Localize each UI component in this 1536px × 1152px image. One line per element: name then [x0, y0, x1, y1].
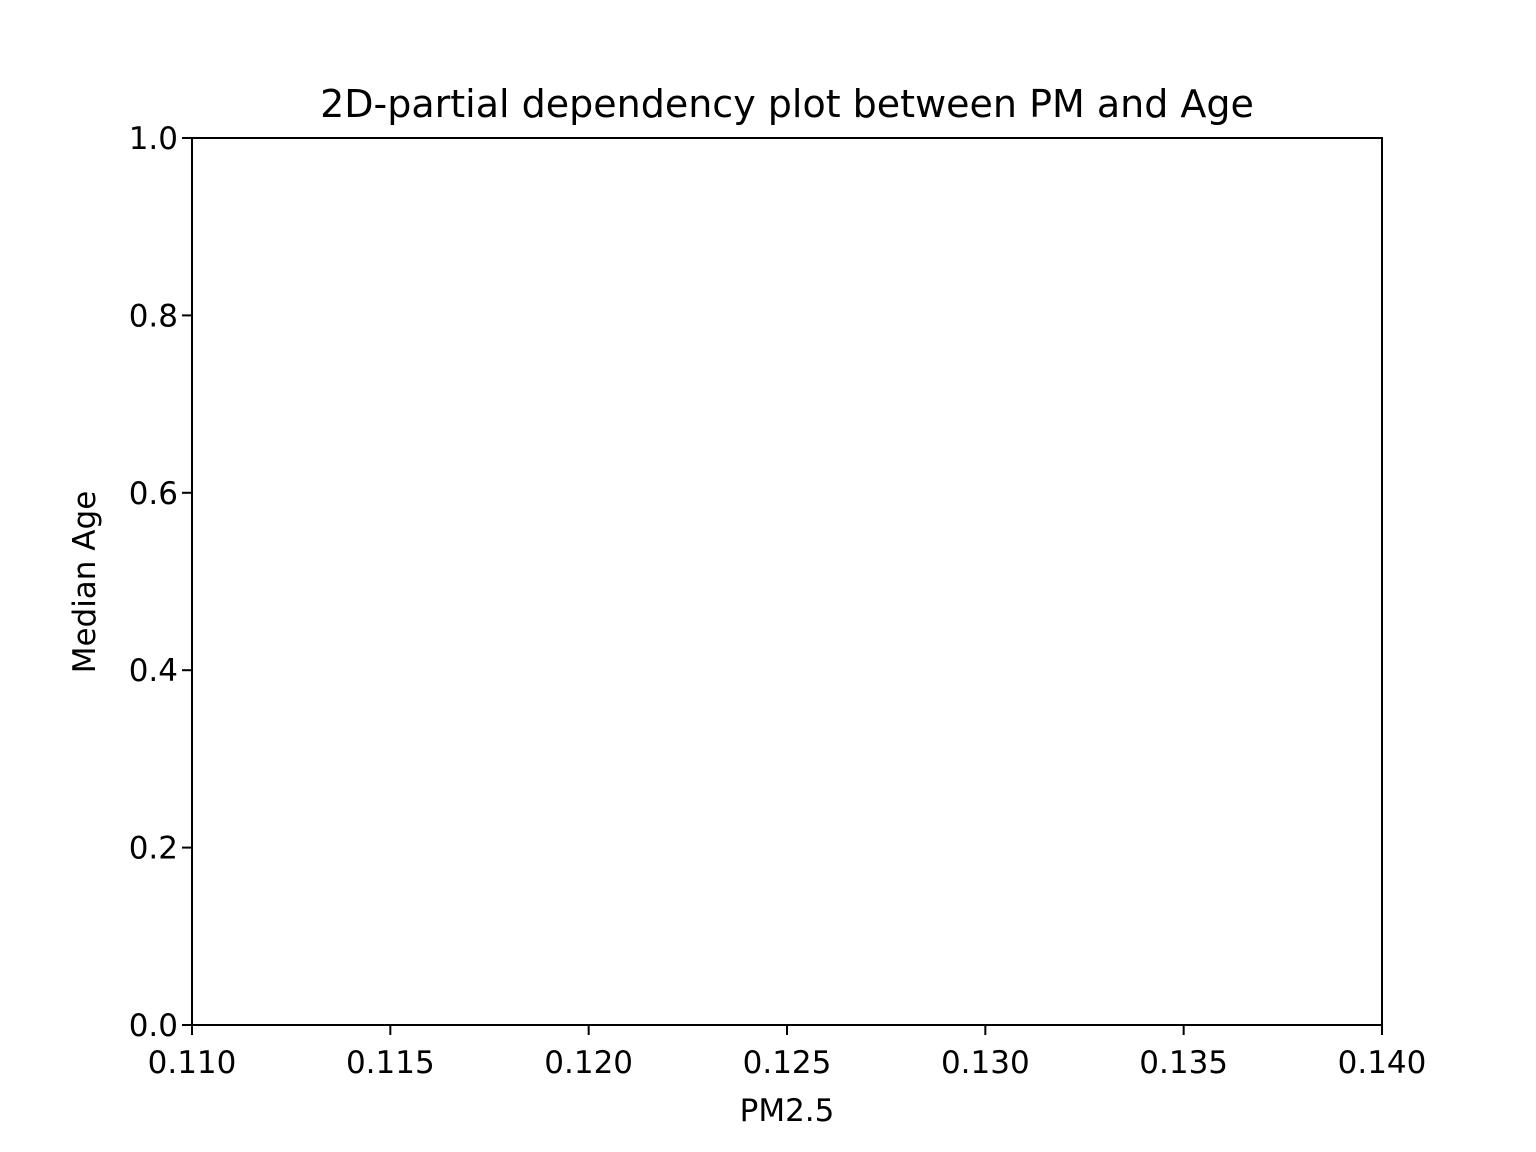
- plot-frame: [191, 137, 1383, 1026]
- plot-area: [191, 137, 1383, 1026]
- y-tick-label: 0.0: [129, 1008, 178, 1044]
- x-axis-label: PM2.5: [740, 1093, 835, 1129]
- x-axis-ticks: 0.110 0.115 0.120 0.125 0.130 0.135 0.140: [148, 1025, 1427, 1081]
- y-tick-label: 0.2: [129, 831, 178, 867]
- x-tick-label: 0.140: [1338, 1045, 1427, 1081]
- y-axis-label: Median Age: [67, 491, 103, 674]
- x-tick-label: 0.130: [941, 1045, 1030, 1081]
- y-tick-label: 1.0: [129, 121, 178, 157]
- x-tick-label: 0.115: [346, 1045, 435, 1081]
- y-tick-label: 0.4: [129, 653, 178, 689]
- y-axis-ticks: 0.0 0.2 0.4 0.6 0.8 1.0: [129, 121, 192, 1044]
- chart-title: 2D-partial dependency plot between PM an…: [320, 82, 1254, 126]
- x-tick-label: 0.135: [1139, 1045, 1228, 1081]
- y-tick-label: 0.8: [129, 298, 178, 334]
- y-tick-label: 0.6: [129, 476, 178, 512]
- x-tick-label: 0.120: [544, 1045, 633, 1081]
- x-tick-label: 0.110: [148, 1045, 237, 1081]
- x-tick-label: 0.125: [743, 1045, 832, 1081]
